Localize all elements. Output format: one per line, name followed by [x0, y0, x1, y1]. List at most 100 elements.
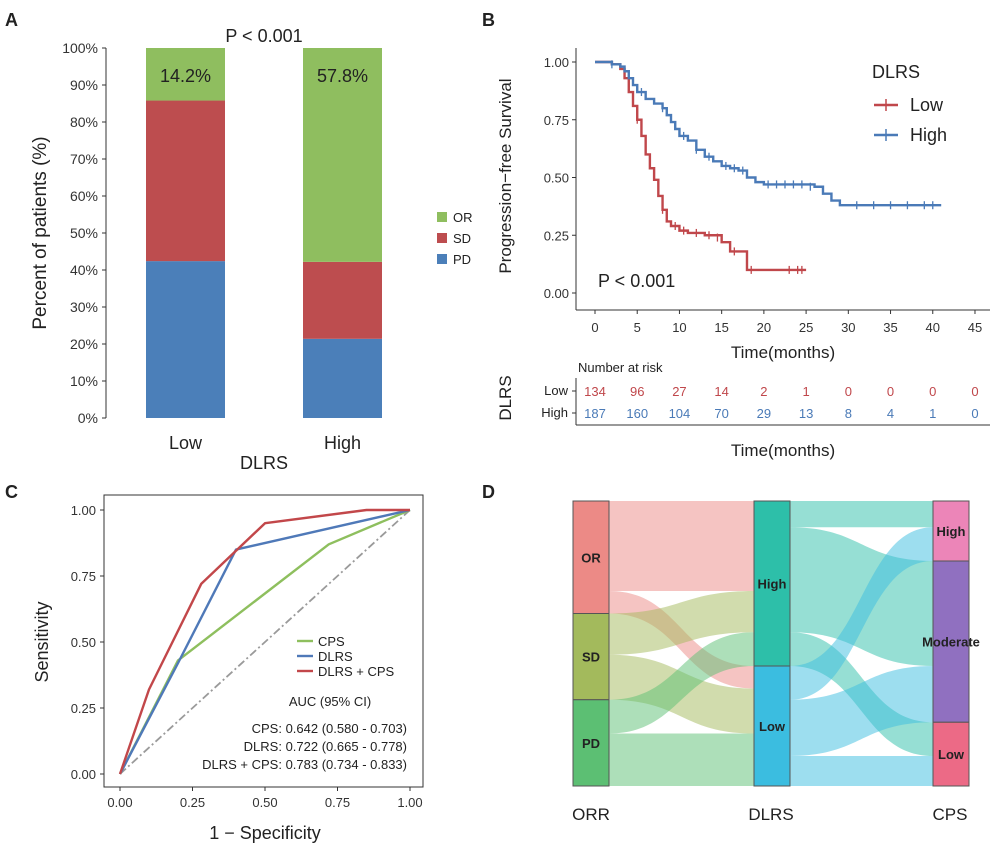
alluvial-node-cps-low [932, 721, 970, 787]
panel-a-y-axis-title: Percent of patients (%) [30, 136, 51, 329]
panel-b-y-tick-label: 0.75 [544, 113, 569, 128]
panel-c-plot-frame [103, 494, 424, 788]
risk-table-cell-high: 29 [757, 406, 771, 421]
bar-low-or [146, 48, 225, 101]
panel-b-y-axis-title: Progression−free Survival [496, 78, 515, 273]
km-curve-low [595, 60, 807, 272]
alluvial-flow-or-to-high [609, 501, 754, 591]
alluvial-node-orr-or-label: OR [581, 550, 601, 565]
panel-letter-c: C [5, 482, 18, 502]
panel-b-y-tick-label: 0.50 [544, 171, 569, 186]
panel-c-y-tick-label: 1.00 [71, 503, 96, 518]
roc-legend-label-cps: CPS [318, 634, 345, 649]
panel-letter-d: D [482, 482, 495, 502]
risk-table-cell-high: 8 [845, 406, 852, 421]
alluvial-node-orr-pd [572, 699, 610, 787]
panel-c-x-tick-label: 1.00 [397, 795, 422, 810]
panel-b-x-axis-title: Time(months) [731, 343, 835, 362]
km-legend-label-low: Low [910, 95, 944, 115]
alluvial-node-orr-sd-label: SD [582, 650, 600, 665]
panel-b-x-tick-label: 25 [799, 320, 813, 335]
panel-c-roc-chart: Sensitivity 1 − Specificity AUC (95% CI)… [32, 494, 424, 843]
risk-table-x-title: Time(months) [731, 441, 835, 460]
risk-table-cell-low: 0 [887, 384, 894, 399]
panel-b-x-tick-label: 35 [883, 320, 897, 335]
alluvial-axis-orr: ORR [572, 805, 610, 824]
panel-b-y-tick-label: 1.00 [544, 55, 569, 70]
panel-a-y-tick-label: 10% [70, 373, 98, 389]
alluvial-axis-cps: CPS [933, 805, 968, 824]
alluvial-flow-sd-to-high [609, 591, 754, 655]
panel-b-x-tick-label: 0 [591, 320, 598, 335]
risk-table-cell-low: 1 [802, 384, 809, 399]
panel-a-p-value: P < 0.001 [225, 26, 302, 46]
panel-b-x-tick-label: 15 [714, 320, 728, 335]
panel-a-x-tick-label: High [324, 433, 361, 453]
risk-table-cell-high: 70 [714, 406, 728, 421]
bar-low-sd [146, 100, 225, 262]
risk-table-cell-low: 0 [971, 384, 978, 399]
alluvial-flow-pd-to-low [609, 733, 754, 786]
alluvial-node-cps-low-label: Low [938, 747, 965, 762]
alluvial-node-orr-or [572, 500, 610, 614]
alluvial-flow-low-to-cps-low [790, 756, 933, 786]
risk-table-cell-low: 0 [929, 384, 936, 399]
panel-c-x-axis-title: 1 − Specificity [209, 823, 321, 843]
panel-letter-a: A [5, 10, 18, 30]
risk-table-row-label-low: Low [544, 383, 568, 398]
risk-table-cell-high: 1 [929, 406, 936, 421]
roc-curve-dlrs-cps [118, 508, 410, 775]
panel-c-y-axis-title: Sensitivity [32, 601, 52, 682]
panel-b-x-tick-label: 10 [672, 320, 686, 335]
roc-curve-dlrs [118, 508, 411, 775]
panel-c-y-tick-label: 0.25 [71, 701, 96, 716]
alluvial-node-dlrs-high-label: High [758, 577, 787, 592]
alluvial-flow-pd-to-high [609, 632, 754, 734]
risk-table-title: Number at risk [578, 360, 663, 375]
alluvial-nodes: OR SD PD High Low High Moderate Low [572, 500, 980, 787]
panel-c-x-tick-label: 0.75 [325, 795, 350, 810]
auc-line-cps: CPS: 0.642 (0.580 - 0.703) [252, 721, 407, 736]
risk-table-cell-low: 0 [845, 384, 852, 399]
bar-high-sd [303, 261, 382, 339]
km-curve-high [595, 60, 942, 207]
bar-high-or [303, 48, 382, 262]
panel-a-y-tick-label: 60% [70, 188, 98, 204]
panel-c-x-tick-label: 0.25 [180, 795, 205, 810]
risk-table-row-label-high: High [541, 405, 568, 420]
risk-table-cell-high: 160 [626, 406, 648, 421]
panel-a-y-tick-label: 50% [70, 225, 98, 241]
alluvial-node-cps-moderate [932, 560, 970, 723]
panel-b-x-tick-label: 20 [757, 320, 771, 335]
alluvial-flow-low-to-cps-moderate [790, 666, 933, 756]
panel-a-y-tick-label: 40% [70, 262, 98, 278]
alluvial-node-orr-sd [572, 613, 610, 701]
risk-table-cell-high: 104 [669, 406, 691, 421]
panel-a-y-tick-label: 0% [78, 410, 98, 426]
risk-table-y-title: DLRS [496, 375, 515, 420]
risk-table-cell-low: 134 [584, 384, 606, 399]
panel-a-y-tick-label: 80% [70, 114, 98, 130]
panel-c-y-tick-label: 0.50 [71, 635, 96, 650]
roc-reference-line [119, 509, 411, 775]
alluvial-node-orr-pd-label: PD [582, 736, 600, 751]
alluvial-node-dlrs-low-label: Low [759, 719, 786, 734]
legend-swatch-sd [437, 233, 447, 243]
panel-a-y-tick-label: 90% [70, 77, 98, 93]
risk-table-cell-low: 14 [714, 384, 728, 399]
panel-b-x-tick-label: 40 [926, 320, 940, 335]
alluvial-flow-high-to-cps-high [790, 501, 933, 528]
risk-table-cell-low: 2 [760, 384, 767, 399]
auc-line-combined: DLRS + CPS: 0.783 (0.734 - 0.833) [202, 757, 407, 772]
risk-table-cell-high: 13 [799, 406, 813, 421]
roc-legend-label-dlrs: DLRS [318, 649, 353, 664]
bar-low-pd [146, 261, 225, 418]
panel-b-y-tick-label: 0.25 [544, 228, 569, 243]
auc-title: AUC (95% CI) [289, 694, 371, 709]
panel-b-survival-chart: Progression−free Survival Time(months) P… [496, 48, 990, 460]
alluvial-node-dlrs-low [753, 665, 791, 787]
bar-top-label-high: 57.8% [317, 66, 368, 86]
panel-a-y-tick-label: 100% [62, 40, 98, 56]
panel-a-x-axis-title: DLRS [240, 453, 288, 473]
